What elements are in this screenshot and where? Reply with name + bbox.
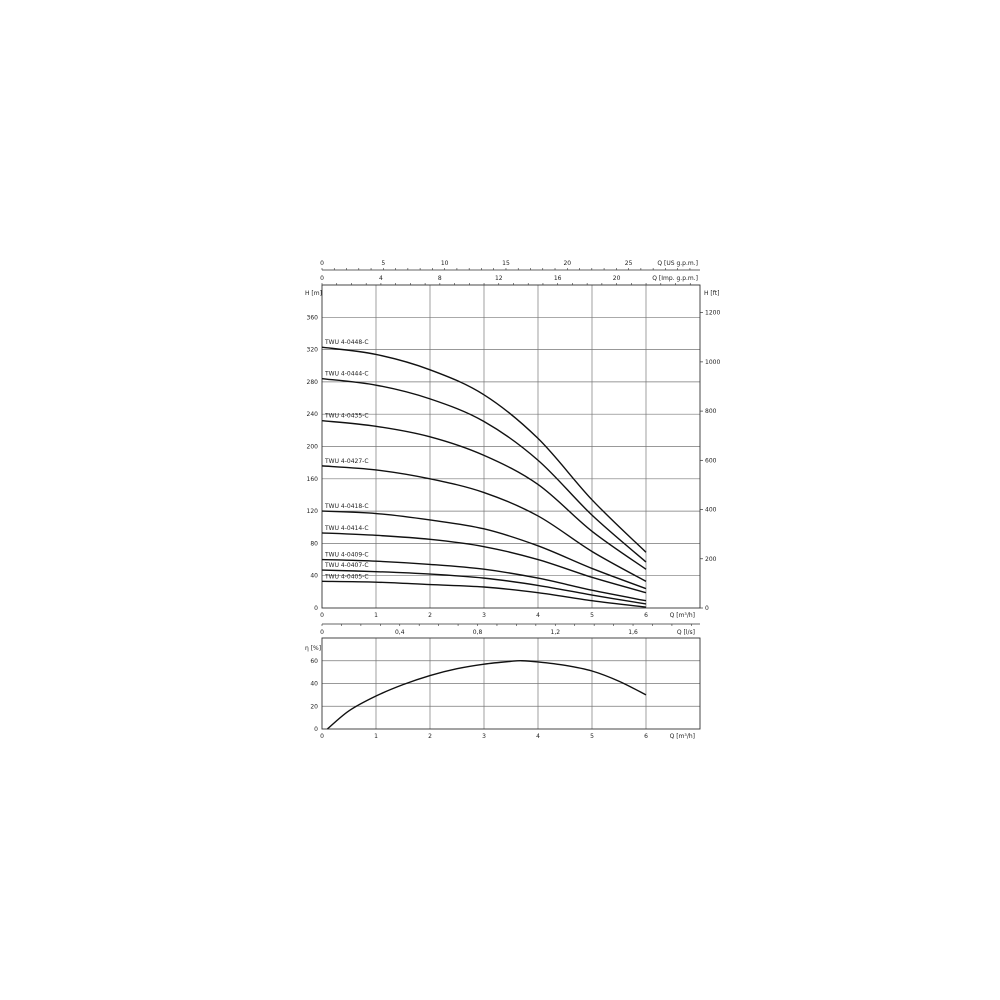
curve-label: TWU 4-0418-C (324, 503, 369, 510)
y-tick-label: 280 (307, 379, 319, 386)
eff-x-tick-label: 2 (428, 733, 432, 740)
y-tick-label: 160 (307, 476, 319, 483)
eff-x-tick-label: 6 (644, 733, 648, 740)
plot-frame (321, 284, 701, 609)
top-axis-tick-label: 25 (625, 260, 633, 267)
y-tick-label: 240 (307, 411, 319, 418)
curve-label: TWU 4-0444-C (324, 371, 369, 378)
efficiency-curve (326, 660, 647, 730)
eff-y-axis-label: η [%] (305, 645, 321, 652)
top-axis-label: Q [US g.p.m.] (657, 260, 698, 267)
top-axis-tick-label: 16 (554, 275, 562, 282)
y2-tick-label: 0 (705, 605, 709, 612)
head-curve-twu-4-0435-c (321, 419, 647, 570)
eff-x-tick-label: 5 (590, 733, 594, 740)
y2-tick-label: 1000 (705, 359, 720, 366)
y-tick-label: 40 (310, 573, 318, 580)
y-tick-label: 200 (307, 444, 319, 451)
y2-tick-label: 800 (705, 408, 717, 415)
curve-label: TWU 4-0407-C (324, 562, 369, 569)
eff-y-tick-label: 40 (310, 681, 318, 688)
ls-axis-tick-label: 1,6 (628, 629, 638, 636)
curve-label: TWU 4-0405-C (324, 573, 369, 580)
top-axis-tick-label: 10 (441, 260, 449, 267)
y-tick-label: 360 (307, 314, 319, 321)
eff-y-tick-label: 60 (310, 658, 318, 665)
y2-tick-label: 200 (705, 556, 717, 563)
eff-x-tick-label: 1 (374, 733, 378, 740)
head-curve-twu-4-0427-c (321, 465, 647, 582)
top-axis-tick-label: 20 (613, 275, 621, 282)
eff-x-axis-label: Q [m³/h] (670, 733, 695, 740)
head-curve-twu-4-0448-c (321, 346, 647, 553)
ls-axis-tick-label: 0,4 (395, 629, 405, 636)
eff-y-tick-label: 0 (314, 726, 318, 733)
top-axis-tick-label: 5 (381, 260, 385, 267)
y2-axis-label: H [ft] (704, 290, 719, 297)
x-tick-label: 1 (374, 612, 378, 619)
eff-x-tick-label: 0 (320, 733, 324, 740)
y-tick-label: 0 (314, 605, 318, 612)
top-axis-label: Q [Imp. g.p.m.] (652, 275, 698, 282)
y2-tick-label: 600 (705, 457, 717, 464)
head-curve-twu-4-0414-c (321, 532, 647, 594)
top-axis-tick-label: 8 (438, 275, 442, 282)
y-tick-label: 320 (307, 347, 319, 354)
eff-plot-frame (321, 637, 701, 730)
curve-label: TWU 4-0435-C (324, 413, 369, 420)
top-axis-tick-label: 20 (563, 260, 571, 267)
y-axis-label: H [m] (305, 290, 322, 297)
curve-label: TWU 4-0427-C (324, 458, 369, 465)
top-axis-tick-label: 4 (379, 275, 383, 282)
x-tick-label: 4 (536, 612, 540, 619)
eff-y-tick-label: 20 (310, 703, 318, 710)
head-curve-twu-4-0418-c (321, 510, 647, 590)
x-tick-label: 3 (482, 612, 486, 619)
y-tick-label: 120 (307, 508, 319, 515)
ls-axis-tick-label: 1,2 (551, 629, 561, 636)
top-axis-tick-label: 15 (502, 260, 510, 267)
x-tick-label: 5 (590, 612, 594, 619)
eff-x-tick-label: 3 (482, 733, 486, 740)
head-curve-twu-4-0409-c (321, 558, 647, 602)
head-curve-twu-4-0444-c (321, 377, 647, 563)
x-axis-label: Q [m³/h] (670, 612, 695, 619)
top-axis-tick-label: 12 (495, 275, 503, 282)
x-tick-label: 2 (428, 612, 432, 619)
ls-axis-tick-label: 0,8 (473, 629, 483, 636)
head-curve-twu-4-0407-c (321, 569, 647, 605)
curve-label: TWU 4-0409-C (324, 552, 369, 559)
top-axis-tick-label: 0 (320, 260, 324, 267)
x-tick-label: 0 (320, 612, 324, 619)
y-tick-label: 80 (310, 540, 318, 547)
y2-tick-label: 1200 (705, 310, 720, 317)
eff-x-tick-label: 4 (536, 733, 540, 740)
curve-label: TWU 4-0414-C (324, 525, 369, 532)
curve-label: TWU 4-0448-C (324, 339, 369, 346)
x-tick-label: 6 (644, 612, 648, 619)
ls-axis-tick-label: 0 (320, 629, 324, 636)
head-curve-twu-4-0405-c (321, 580, 647, 608)
ls-axis-label: Q [l/s] (677, 629, 695, 636)
y2-tick-label: 400 (705, 507, 717, 514)
top-axis-tick-label: 0 (320, 275, 324, 282)
